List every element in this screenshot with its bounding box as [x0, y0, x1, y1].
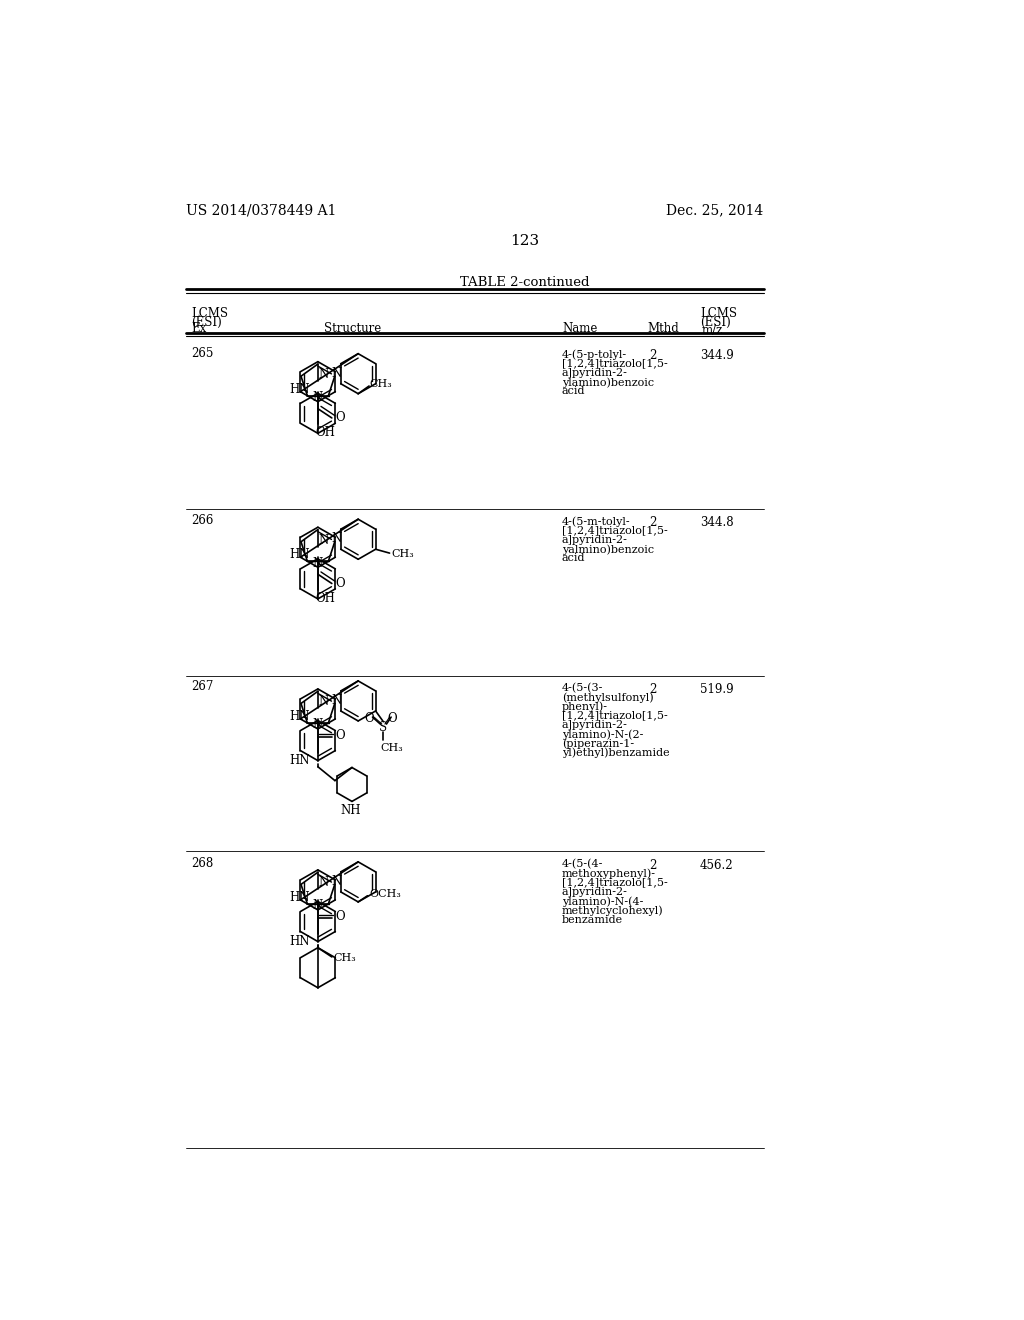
Text: CH₃: CH₃: [391, 549, 414, 558]
Text: O: O: [336, 412, 345, 425]
Text: ylamino)-N-(4-: ylamino)-N-(4-: [562, 896, 643, 907]
Text: O: O: [335, 730, 344, 742]
Text: CH₃: CH₃: [369, 379, 392, 389]
Text: [1,2,4]triazolo[1,5-: [1,2,4]triazolo[1,5-: [562, 878, 668, 887]
Text: 4-(5-m-tolyl-: 4-(5-m-tolyl-: [562, 516, 631, 527]
Text: 344.8: 344.8: [700, 516, 733, 529]
Text: OH: OH: [315, 591, 336, 605]
Text: LCMS: LCMS: [700, 308, 737, 319]
Text: 2: 2: [649, 516, 656, 529]
Text: HN: HN: [289, 755, 309, 767]
Text: 344.9: 344.9: [700, 350, 734, 363]
Text: a]pyridin-2-: a]pyridin-2-: [562, 368, 628, 378]
Text: O: O: [335, 911, 344, 924]
Text: methylcyclohexyl): methylcyclohexyl): [562, 906, 664, 916]
Text: N: N: [332, 367, 342, 380]
Text: N: N: [332, 532, 342, 545]
Text: NH: NH: [340, 804, 360, 817]
Text: 268: 268: [191, 857, 214, 870]
Text: (ESI): (ESI): [191, 315, 222, 329]
Text: N: N: [318, 876, 329, 890]
Text: N: N: [318, 368, 329, 381]
Text: (piperazin-1-: (piperazin-1-: [562, 738, 634, 748]
Text: S: S: [379, 722, 387, 734]
Text: N: N: [312, 899, 323, 912]
Text: CH₃: CH₃: [380, 743, 403, 754]
Text: phenyl)-: phenyl)-: [562, 701, 608, 711]
Text: HN: HN: [289, 936, 309, 948]
Text: HN: HN: [289, 548, 309, 561]
Text: 123: 123: [510, 234, 540, 248]
Text: m/z: m/z: [701, 323, 723, 337]
Text: 2: 2: [649, 682, 656, 696]
Text: 2: 2: [649, 350, 656, 363]
Text: 4-(5-(3-: 4-(5-(3-: [562, 682, 603, 693]
Text: N: N: [312, 391, 323, 404]
Text: yalmino)benzoic: yalmino)benzoic: [562, 544, 654, 554]
Text: 265: 265: [191, 347, 214, 360]
Text: N: N: [332, 875, 342, 888]
Text: [1,2,4]triazolo[1,5-: [1,2,4]triazolo[1,5-: [562, 359, 668, 368]
Text: a]pyridin-2-: a]pyridin-2-: [562, 535, 628, 545]
Text: HN: HN: [289, 891, 309, 904]
Text: OCH₃: OCH₃: [369, 890, 401, 899]
Text: 4-(5-p-tolyl-: 4-(5-p-tolyl-: [562, 350, 627, 360]
Text: [1,2,4]triazolo[1,5-: [1,2,4]triazolo[1,5-: [562, 525, 668, 536]
Text: Structure: Structure: [325, 322, 381, 335]
Text: N: N: [312, 718, 323, 731]
Text: yl)ethyl)benzamide: yl)ethyl)benzamide: [562, 747, 670, 758]
Text: HN: HN: [289, 710, 309, 723]
Text: benzamide: benzamide: [562, 915, 624, 924]
Text: TABLE 2-continued: TABLE 2-continued: [460, 276, 590, 289]
Text: O: O: [388, 713, 397, 725]
Text: O: O: [365, 713, 374, 725]
Text: N: N: [332, 694, 342, 708]
Text: CH₃: CH₃: [334, 953, 356, 964]
Text: LCMS: LCMS: [191, 308, 228, 319]
Text: a]pyridin-2-: a]pyridin-2-: [562, 719, 628, 730]
Text: Name: Name: [562, 322, 597, 335]
Text: N: N: [318, 533, 329, 546]
Text: a]pyridin-2-: a]pyridin-2-: [562, 887, 628, 896]
Text: 519.9: 519.9: [700, 682, 733, 696]
Text: O: O: [336, 577, 345, 590]
Text: HN: HN: [289, 383, 309, 396]
Text: ylamino)benzoic: ylamino)benzoic: [562, 378, 654, 388]
Text: US 2014/0378449 A1: US 2014/0378449 A1: [186, 203, 337, 216]
Text: 266: 266: [191, 515, 214, 527]
Text: 456.2: 456.2: [700, 859, 733, 873]
Text: ylamino)-N-(2-: ylamino)-N-(2-: [562, 729, 643, 739]
Text: N: N: [312, 557, 323, 569]
Text: OH: OH: [315, 426, 336, 440]
Text: Mthd: Mthd: [647, 322, 679, 335]
Text: 2: 2: [649, 859, 656, 873]
Text: Ex: Ex: [191, 322, 207, 335]
Text: acid: acid: [562, 553, 586, 564]
Text: (ESI): (ESI): [700, 315, 731, 329]
Text: (methylsulfonyl): (methylsulfonyl): [562, 692, 653, 702]
Text: acid: acid: [562, 387, 586, 396]
Text: Dec. 25, 2014: Dec. 25, 2014: [667, 203, 764, 216]
Text: 4-(5-(4-: 4-(5-(4-: [562, 859, 603, 870]
Text: 267: 267: [191, 681, 214, 693]
Text: methoxyphenyl)-: methoxyphenyl)-: [562, 869, 656, 879]
Text: [1,2,4]triazolo[1,5-: [1,2,4]triazolo[1,5-: [562, 710, 668, 721]
Text: N: N: [318, 696, 329, 709]
